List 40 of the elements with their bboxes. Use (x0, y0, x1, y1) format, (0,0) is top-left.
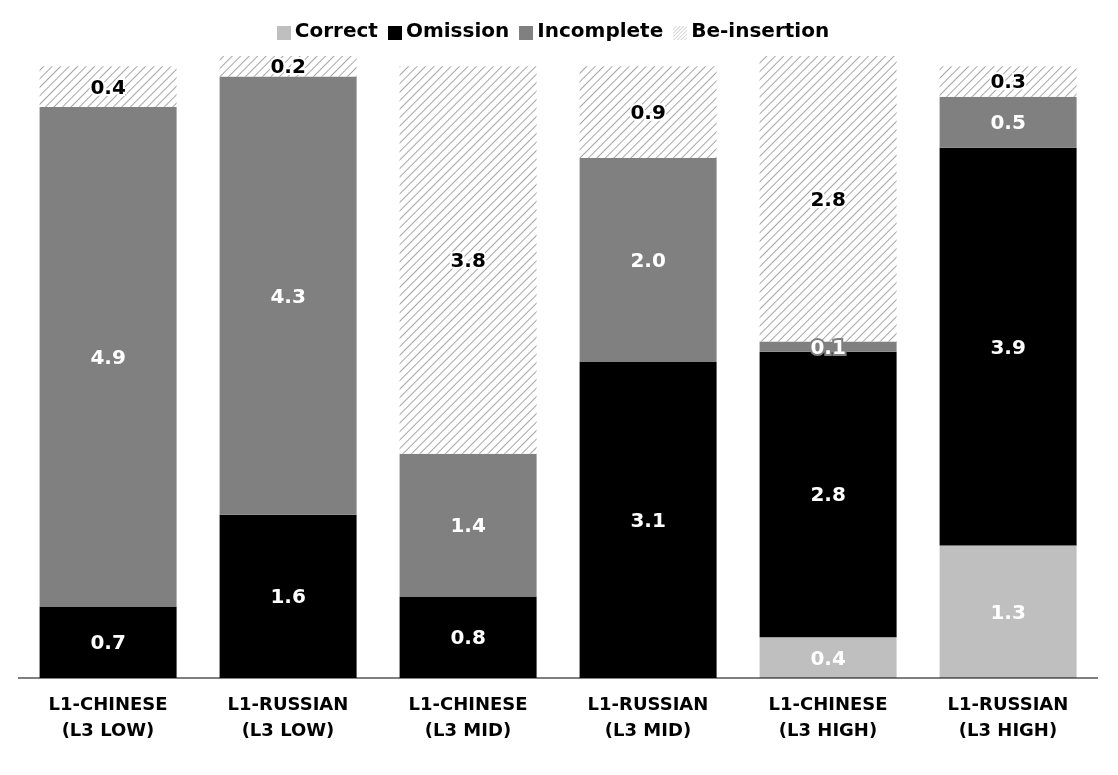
legend-label: Omission (405, 18, 510, 42)
data-label: 0.7 (90, 630, 126, 655)
bar (219, 76, 357, 515)
legend-label: Correct (294, 18, 378, 42)
data-label: 0.9 (630, 100, 666, 125)
x-tick-label: L1-CHINESE (L3 HIGH) (768, 693, 888, 740)
data-label: 1.4 (450, 513, 486, 538)
bar (579, 157, 717, 362)
bar (759, 56, 897, 342)
legend-label: Incomplete (537, 18, 664, 42)
bar (939, 96, 1077, 148)
bar (939, 147, 1077, 546)
x-tick-label: L1-CHINESE (L3 LOW) (48, 693, 168, 740)
data-label: 0.8 (450, 625, 486, 650)
data-label: 2.8 (810, 186, 846, 211)
data-label: 1.3 (990, 599, 1026, 624)
bar (939, 545, 1077, 678)
data-label: 3.8 (450, 247, 486, 272)
bar (399, 453, 537, 597)
data-label: 1.6 (270, 584, 306, 609)
data-label: 0.4 (810, 645, 846, 670)
x-tick-label: L1-RUSSIAN (L3 LOW) (227, 693, 349, 740)
x-tick-label: L1-RUSSIAN (L3 HIGH) (947, 693, 1069, 740)
x-tick-label: L1-RUSSIAN (L3 MID) (587, 693, 709, 740)
data-label: 4.9 (90, 344, 126, 369)
legend-label: Be-insertion (691, 18, 830, 42)
x-tick-label: L1-CHINESE (L3 MID) (408, 693, 528, 740)
bar (399, 66, 537, 454)
data-label: 2.0 (630, 247, 666, 272)
data-label: 2.8 (810, 482, 846, 507)
bar (579, 66, 717, 158)
data-label: 0.5 (990, 110, 1026, 135)
data-label: 3.1 (630, 507, 666, 532)
data-label: 4.3 (270, 283, 306, 308)
bar (39, 66, 177, 107)
data-label: 0.3 (990, 69, 1026, 94)
data-label: 0.4 (90, 74, 126, 99)
bar (39, 106, 177, 607)
data-label: 0.2 (270, 54, 306, 79)
data-label: 3.9 (990, 334, 1026, 359)
